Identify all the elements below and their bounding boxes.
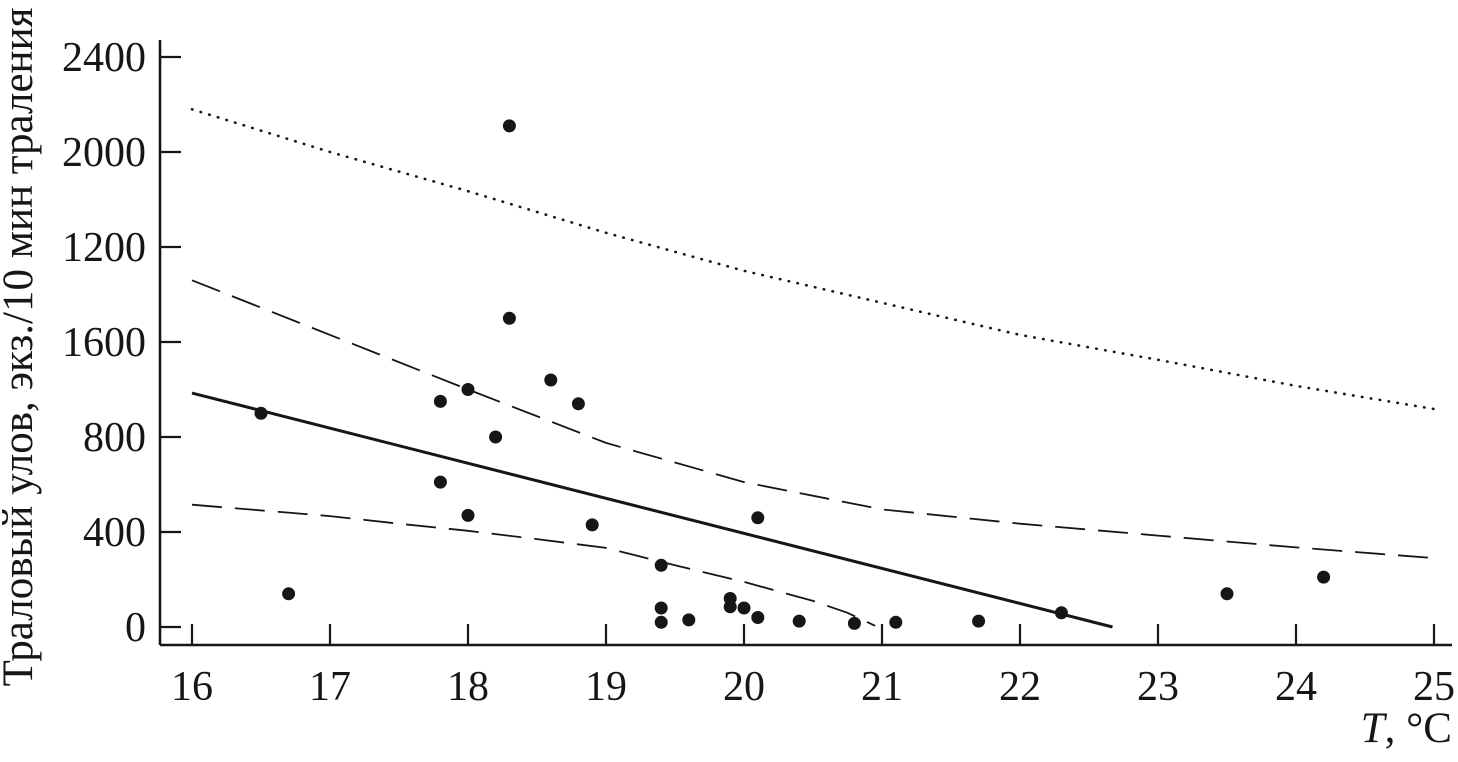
x-tick-label: 24	[1275, 664, 1317, 710]
data-point	[889, 615, 903, 629]
x-tick-label: 21	[861, 664, 903, 710]
regression-line	[191, 391, 1113, 629]
data-point	[1054, 606, 1068, 620]
data-point	[502, 311, 516, 325]
x-tick-label: 25	[1413, 664, 1455, 710]
upper-prediction-band	[190, 108, 1436, 411]
y-tick-label: 0	[125, 605, 146, 651]
data-point	[654, 615, 668, 629]
x-tick-label: 19	[585, 664, 627, 710]
data-point	[737, 601, 751, 615]
x-tick-label: 20	[723, 664, 765, 710]
x-tick-label: 18	[447, 664, 489, 710]
x-axis-unit: , °C	[1385, 705, 1452, 752]
y-tick-label: 1200	[62, 225, 146, 271]
y-tick-label: 400	[83, 510, 146, 556]
data-point	[544, 373, 558, 387]
data-point	[461, 383, 475, 396]
y-tick-label: 2000	[62, 130, 146, 176]
y-tick-label: 1600	[62, 320, 146, 366]
x-tick-label: 16	[171, 664, 213, 710]
y-tick-label: 800	[83, 415, 146, 461]
data-point	[1220, 587, 1234, 601]
y-axis-title: Траловый улов, экз./10 мин траления	[0, 8, 42, 687]
data-point	[751, 511, 765, 525]
lower-confidence-band	[191, 503, 876, 627]
data-point	[682, 613, 696, 627]
upper-confidence-band	[191, 279, 1435, 559]
data-point	[433, 475, 447, 489]
data-point	[502, 119, 516, 133]
data-point	[461, 508, 475, 522]
data-point	[489, 430, 503, 444]
data-point	[433, 394, 447, 408]
x-tick-label: 23	[1137, 664, 1179, 710]
data-point	[282, 587, 296, 601]
chart-generated-layer: 2400 2000 1200 1600 800 400 0 16 17 18 19 20 21 22 23 2…	[62, 35, 1455, 710]
x-tick-label: 17	[309, 664, 351, 710]
data-point	[571, 397, 585, 411]
data-point	[654, 601, 668, 615]
y-tick-label: 2400	[62, 35, 146, 81]
data-point	[972, 614, 986, 628]
data-point	[654, 558, 668, 572]
data-point	[254, 406, 268, 420]
data-point	[585, 518, 599, 532]
data-point	[723, 600, 737, 614]
data-point	[751, 611, 765, 624]
data-point	[1317, 570, 1331, 584]
data-point	[792, 614, 806, 628]
data-point	[847, 616, 861, 630]
x-axis-variable: T	[1361, 705, 1388, 752]
x-tick-label: 22	[999, 664, 1041, 710]
x-axis-title: T, °C	[1361, 705, 1452, 752]
